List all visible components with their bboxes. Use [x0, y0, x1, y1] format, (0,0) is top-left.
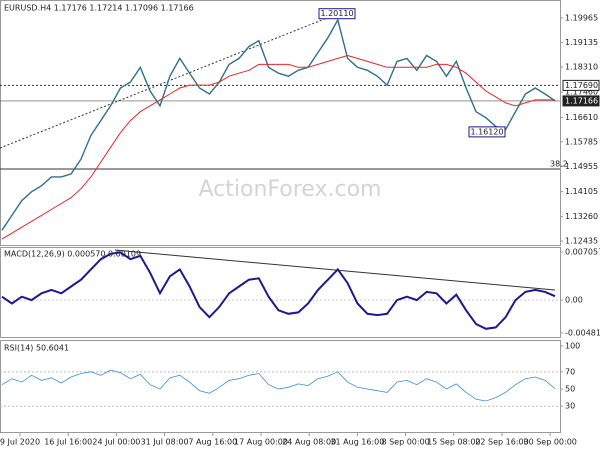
y-tick-label: 50 [565, 385, 575, 394]
y-tick-label: 1.19965 [565, 14, 598, 23]
y-tick-label: 1.13260 [565, 212, 598, 221]
trend-line [0, 11, 343, 149]
annotation-box [318, 8, 356, 20]
rsi-panel [0, 340, 561, 433]
macd-panel [0, 247, 561, 338]
y-tick-label: 0.007057 [565, 247, 600, 256]
y-tick-label: 30 [565, 402, 575, 411]
y-tick-label: 1.19135 [565, 38, 598, 47]
y-tick-label: 1.17460 [565, 88, 598, 97]
y-tick-label: 1.16610 [565, 113, 598, 122]
fib-label: 38.2 [550, 160, 568, 169]
annotation-box [468, 126, 506, 138]
x-tick-label: 7 Aug 16:00 [188, 438, 237, 447]
y-tick-label: 70 [565, 367, 575, 376]
y-tick-label: 1.14105 [565, 187, 598, 196]
x-tick-label: 24 Aug 08:00 [282, 438, 336, 447]
rsi-title: RSI(14) 50.6041 [4, 344, 69, 353]
x-tick-label: 22 Sep 16:00 [475, 438, 528, 447]
x-tick-label: 17 Aug 00:00 [234, 438, 288, 447]
x-tick-label: 16 Jul 16:00 [44, 438, 92, 447]
line [1, 54, 555, 240]
x-tick-label: 31 Aug 16:00 [330, 438, 384, 447]
x-tick-label: 24 Jul 00:00 [92, 438, 140, 447]
y-tick-label: 0.00 [565, 296, 583, 305]
macd-trend-line [114, 249, 556, 291]
y-tick-label: 1.14955 [565, 162, 598, 171]
watermark: ActionForex.com [199, 177, 382, 202]
level-box [562, 95, 600, 107]
x-tick-label: 30 Sep 00:00 [523, 438, 576, 447]
line [1, 369, 556, 402]
line [1, 18, 556, 231]
x-tick-label: 8 Sep 00:00 [381, 438, 429, 447]
level-label: 1.17166 [565, 96, 598, 105]
x-tick-label: 15 Sep 08:00 [427, 438, 480, 447]
y-tick-label: 100 [565, 342, 580, 351]
price-panel [0, 0, 561, 246]
annotation-label: 1.20110 [320, 9, 353, 18]
level-label: 1.17690 [565, 81, 598, 90]
header: EURUSD.H4 1.17176 1.17214 1.17096 1.1716… [4, 4, 194, 13]
line [1, 251, 556, 330]
y-tick-label: 1.18310 [565, 63, 598, 72]
x-tick-label: 31 Jul 08:00 [141, 438, 189, 447]
macd-title: MACD(12,26,9) 0.000570 0.00109 [4, 250, 141, 259]
y-tick-label: -0.004818 [565, 328, 600, 337]
y-tick-label: 1.12435 [565, 237, 598, 246]
x-tick-label: 9 Jul 2020 [0, 438, 40, 447]
level-box [562, 79, 600, 91]
y-tick-label: 1.15785 [565, 137, 598, 146]
annotation-label: 1.16120 [470, 127, 503, 136]
